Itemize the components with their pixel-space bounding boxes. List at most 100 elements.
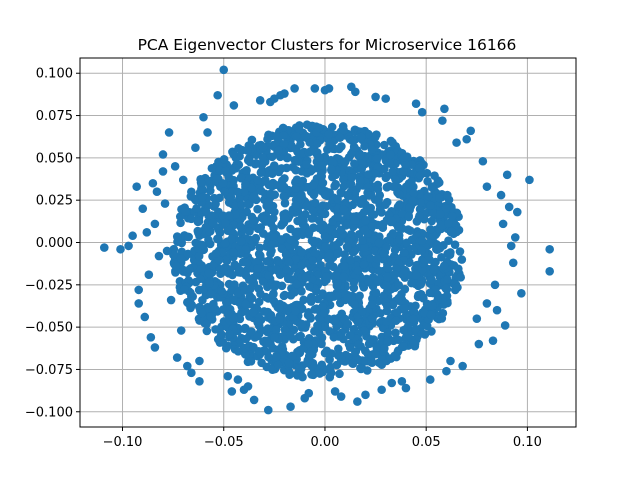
scatter-point (150, 343, 160, 352)
scatter-point (304, 339, 313, 349)
scatter-point (255, 243, 265, 253)
x-tick-label: 0.05 (412, 435, 441, 450)
scatter-point (202, 319, 211, 329)
scatter-point (304, 388, 314, 398)
scatter-point (422, 168, 432, 178)
scatter-point (411, 99, 421, 108)
scatter-point (183, 297, 192, 307)
scatter-point (367, 299, 377, 309)
scatter-point (369, 335, 379, 344)
scatter-point (330, 316, 340, 325)
scatter-point (268, 343, 278, 353)
scatter-point (264, 352, 273, 362)
scatter-point (192, 204, 201, 213)
scatter-point (407, 160, 417, 169)
scatter-point (382, 263, 392, 273)
scatter-point (258, 152, 268, 162)
scatter-point (512, 207, 522, 217)
scatter-point (371, 92, 380, 102)
scatter-point (453, 283, 462, 292)
scatter-point (474, 339, 484, 349)
scatter-point (176, 218, 185, 228)
scatter-point (206, 186, 215, 195)
scatter-point (201, 223, 211, 232)
scatter-point (382, 272, 392, 282)
scatter-point (116, 244, 125, 254)
scatter-point (333, 291, 342, 300)
scatter-point (162, 246, 172, 256)
scatter-point (387, 378, 397, 388)
scatter-point (316, 260, 325, 270)
x-tick-label: 0.00 (310, 435, 339, 450)
scatter-point (313, 321, 322, 330)
scatter-point (389, 182, 398, 192)
scatter-point (297, 319, 307, 329)
scatter-point (394, 293, 404, 303)
scatter-point (390, 351, 399, 361)
scatter-point (363, 277, 373, 287)
scatter-point (227, 166, 237, 175)
scatter-point (390, 245, 400, 255)
scatter-point (366, 203, 376, 213)
scatter-point (224, 172, 234, 182)
scatter-point (170, 162, 180, 171)
scatter-point (152, 187, 162, 197)
scatter-point (247, 327, 256, 336)
scatter-point (219, 65, 229, 75)
scatter-point (391, 328, 400, 338)
scatter-point (400, 265, 409, 275)
scatter-point (441, 204, 451, 213)
scatter-point (302, 201, 311, 211)
scatter-point (236, 237, 246, 246)
scatter-point (290, 288, 299, 297)
scatter-point (275, 304, 284, 313)
scatter-point (416, 198, 426, 208)
scatter-point (239, 385, 249, 395)
scatter-point (422, 299, 432, 309)
scatter-point (450, 240, 460, 249)
scatter-point (217, 330, 226, 339)
scatter-point (444, 219, 453, 228)
scatter-point (306, 146, 316, 156)
scatter-point (357, 307, 367, 316)
scatter-point (386, 150, 396, 159)
scatter-point (350, 216, 360, 225)
scatter-point (310, 84, 320, 93)
scatter-point (198, 285, 208, 294)
scatter-point (334, 144, 344, 154)
scatter-point (243, 199, 252, 209)
scatter-point (545, 266, 554, 276)
scatter-point (284, 257, 294, 267)
scatter-point (241, 334, 251, 344)
scatter-point (504, 202, 514, 212)
scatter-point (329, 332, 339, 342)
scatter-point (357, 164, 367, 174)
scatter-point (394, 280, 404, 290)
scatter-point (240, 324, 249, 334)
scatter-point (458, 361, 467, 371)
scatter-point (353, 397, 362, 406)
scatter-point (291, 165, 301, 175)
y-tick-label: 0.050 (36, 151, 73, 166)
scatter-point (395, 200, 404, 210)
scatter-point (373, 277, 383, 287)
scatter-point (236, 173, 246, 182)
scatter-point (370, 246, 380, 256)
scatter-point (256, 289, 265, 299)
scatter-point (409, 189, 419, 198)
scatter-point (264, 271, 273, 280)
scatter-point (372, 343, 382, 352)
scatter-point (409, 307, 419, 317)
scatter-point (320, 348, 330, 358)
scatter-point (229, 295, 238, 304)
scatter-point (124, 241, 133, 251)
scatter-point (211, 325, 220, 334)
scatter-point (318, 302, 328, 311)
scatter-point (316, 169, 326, 179)
scatter-point (427, 275, 436, 285)
scatter-point (204, 268, 214, 278)
scatter-point (208, 218, 218, 228)
scatter-point (301, 131, 311, 141)
scatter-point (214, 255, 224, 265)
scatter-point (299, 216, 308, 226)
